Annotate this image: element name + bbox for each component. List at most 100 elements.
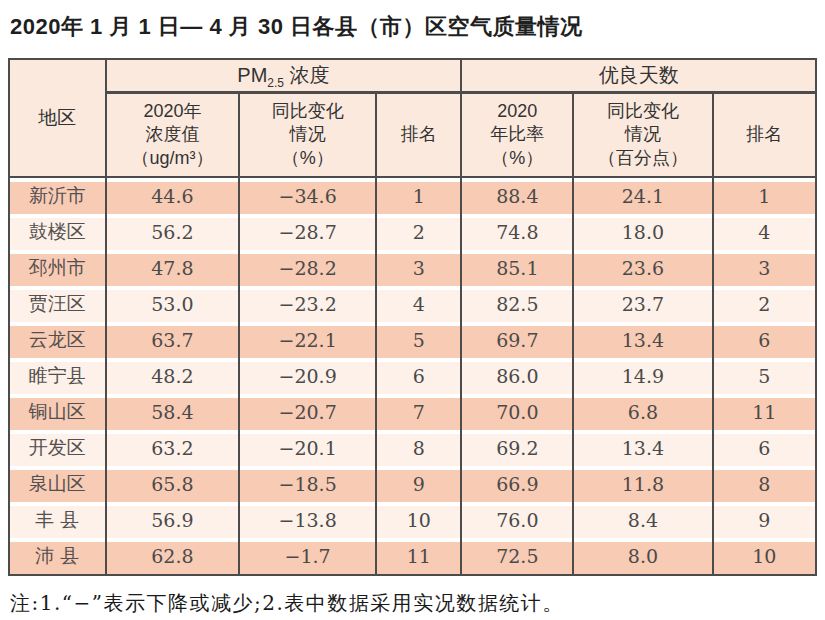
good-rank-cell: 2 [714, 286, 815, 322]
table-row: 泉山区65.8−18.5966.911.88 [10, 466, 815, 502]
table-row: 新沂市44.6−34.6188.424.11 [10, 178, 815, 214]
good-rank-cell: 5 [714, 358, 815, 394]
good-rate-cell: 76.0 [462, 502, 574, 538]
region-cell: 沛 县 [10, 538, 107, 574]
footnote: 注:1.“−”表示下降或减少;2.表中数据采用实况数据统计。 [10, 590, 817, 617]
table-row: 丰 县56.9−13.81076.08.49 [10, 502, 815, 538]
good-rate-cell: 66.9 [462, 466, 574, 502]
table-row: 铜山区58.4−20.7770.06.811 [10, 394, 815, 430]
pm-rank-cell: 1 [377, 178, 462, 214]
pm-value-cell: 63.2 [107, 430, 241, 466]
good-change-cell: 24.1 [574, 178, 713, 214]
table-row: 云龙区63.7−22.1569.713.46 [10, 322, 815, 358]
good-change-cell: 8.0 [574, 538, 713, 574]
region-cell: 云龙区 [10, 322, 107, 358]
good-rank-cell: 11 [714, 394, 815, 430]
pm-rank-cell: 10 [377, 502, 462, 538]
pm-change-cell: −34.6 [240, 178, 377, 214]
good-change-cell: 13.4 [574, 430, 713, 466]
pm-rank-cell: 2 [377, 214, 462, 250]
good-change-cell: 14.9 [574, 358, 713, 394]
pm-rank-cell: 7 [377, 394, 462, 430]
good-rank-cell: 4 [714, 214, 815, 250]
table-body: 新沂市44.6−34.6188.424.11鼓楼区56.2−28.7274.81… [10, 178, 815, 574]
table-row: 开发区63.2−20.1869.213.46 [10, 430, 815, 466]
region-cell: 鼓楼区 [10, 214, 107, 250]
pm-change-cell: −18.5 [240, 466, 377, 502]
good-rank-cell: 6 [714, 430, 815, 466]
region-cell: 贾汪区 [10, 286, 107, 322]
good-rank-cell: 6 [714, 322, 815, 358]
region-cell: 睢宁县 [10, 358, 107, 394]
pm-rank-cell: 9 [377, 466, 462, 502]
pm-value-cell: 58.4 [107, 394, 241, 430]
good-rank-cell: 1 [714, 178, 815, 214]
good-change-cell: 8.4 [574, 502, 713, 538]
good-rate-cell: 82.5 [462, 286, 574, 322]
good-rate-cell: 72.5 [462, 538, 574, 574]
good-rate-cell: 74.8 [462, 214, 574, 250]
air-quality-table: 地区 PM2.5 浓度 优良天数 2020年 浓度值 （ug/m³） 同比变化 … [8, 58, 817, 576]
pm-value-cell: 56.2 [107, 214, 241, 250]
good-rank-cell: 3 [714, 250, 815, 286]
col-header-region: 地区 [10, 60, 107, 178]
pm-change-cell: −28.7 [240, 214, 377, 250]
pm-value-cell: 44.6 [107, 178, 241, 214]
col-header-pm-change: 同比变化 情况 （%） [240, 94, 377, 178]
page: 2020年 1 月 1 日— 4 月 30 日各县（市）区空气质量情况 地区 P… [8, 12, 817, 617]
pm-value-cell: 47.8 [107, 250, 241, 286]
good-change-cell: 11.8 [574, 466, 713, 502]
header-group-row: 地区 PM2.5 浓度 优良天数 [10, 60, 815, 94]
table-row: 邳州市47.8−28.2385.123.63 [10, 250, 815, 286]
good-rate-cell: 70.0 [462, 394, 574, 430]
pm25-label-suffix: 浓度 [284, 64, 330, 86]
pm-value-cell: 65.8 [107, 466, 241, 502]
pm-rank-cell: 4 [377, 286, 462, 322]
page-title: 2020年 1 月 1 日— 4 月 30 日各县（市）区空气质量情况 [10, 12, 817, 42]
pm-value-cell: 53.0 [107, 286, 241, 322]
pm-rank-cell: 6 [377, 358, 462, 394]
col-group-good-days: 优良天数 [462, 60, 815, 94]
good-change-cell: 23.6 [574, 250, 713, 286]
pm-rank-cell: 3 [377, 250, 462, 286]
region-cell: 铜山区 [10, 394, 107, 430]
pm25-label-subscript: 2.5 [267, 76, 284, 90]
pm-change-cell: −20.1 [240, 430, 377, 466]
pm-rank-cell: 5 [377, 322, 462, 358]
pm-value-cell: 63.7 [107, 322, 241, 358]
good-change-cell: 6.8 [574, 394, 713, 430]
table-row: 鼓楼区56.2−28.7274.818.04 [10, 214, 815, 250]
good-rate-cell: 69.7 [462, 322, 574, 358]
pm-change-cell: −20.9 [240, 358, 377, 394]
good-rate-cell: 69.2 [462, 430, 574, 466]
col-header-pm-rank: 排名 [377, 94, 462, 178]
pm-change-cell: −20.7 [240, 394, 377, 430]
pm-rank-cell: 8 [377, 430, 462, 466]
table-row: 沛 县62.8−1.71172.58.010 [10, 538, 815, 574]
pm-change-cell: −13.8 [240, 502, 377, 538]
pm25-label-prefix: PM [237, 64, 267, 86]
pm-value-cell: 56.9 [107, 502, 241, 538]
good-change-cell: 23.7 [574, 286, 713, 322]
col-header-good-rate: 2020 年比率 （%） [462, 94, 574, 178]
pm-rank-cell: 11 [377, 538, 462, 574]
good-rank-cell: 8 [714, 466, 815, 502]
region-cell: 邳州市 [10, 250, 107, 286]
good-rank-cell: 10 [714, 538, 815, 574]
header-sub-row: 2020年 浓度值 （ug/m³） 同比变化 情况 （%） 排名 2020 年比… [10, 94, 815, 178]
pm-change-cell: −1.7 [240, 538, 377, 574]
col-header-good-rank: 排名 [714, 94, 815, 178]
col-header-good-change: 同比变化 情况 （百分点） [574, 94, 713, 178]
table-header: 地区 PM2.5 浓度 优良天数 2020年 浓度值 （ug/m³） 同比变化 … [10, 60, 815, 178]
col-header-pm-value: 2020年 浓度值 （ug/m³） [107, 94, 241, 178]
good-rate-cell: 88.4 [462, 178, 574, 214]
good-rate-cell: 85.1 [462, 250, 574, 286]
pm-value-cell: 48.2 [107, 358, 241, 394]
good-change-cell: 13.4 [574, 322, 713, 358]
good-rate-cell: 86.0 [462, 358, 574, 394]
good-rank-cell: 9 [714, 502, 815, 538]
region-cell: 丰 县 [10, 502, 107, 538]
col-group-pm25: PM2.5 浓度 [107, 60, 463, 94]
pm-change-cell: −23.2 [240, 286, 377, 322]
pm-value-cell: 62.8 [107, 538, 241, 574]
